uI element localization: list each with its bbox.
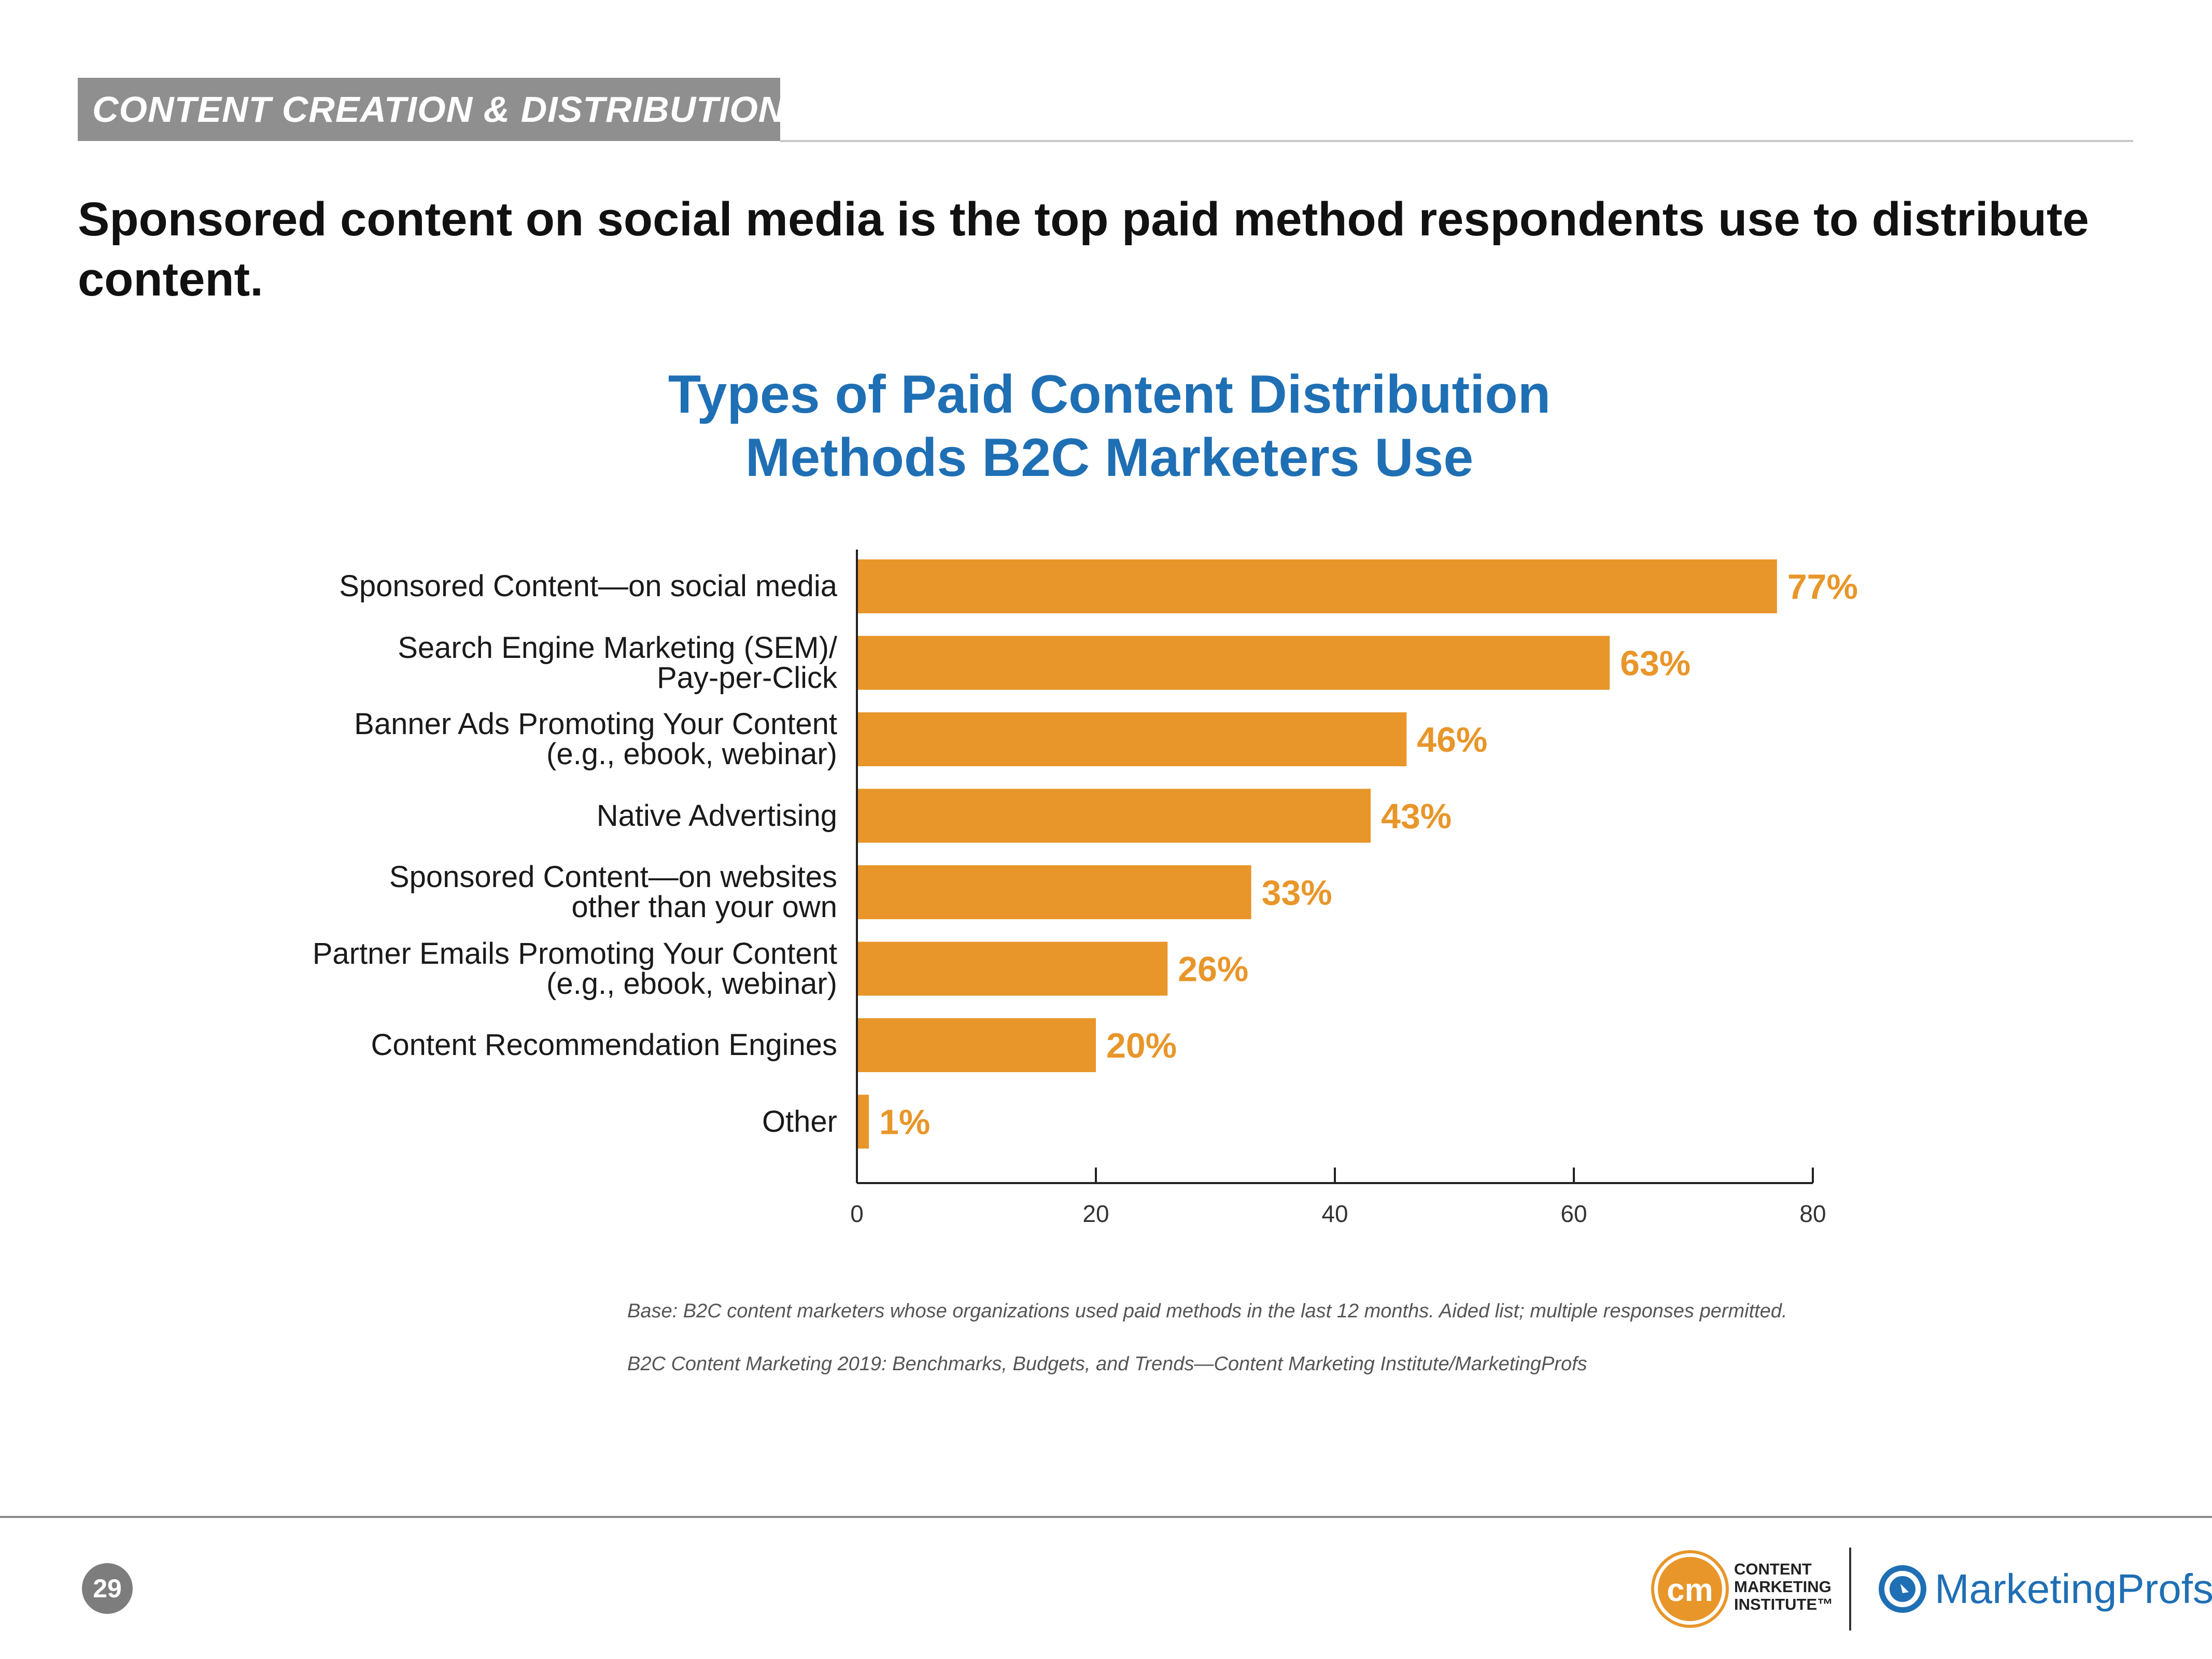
bar-value-label: 26% [1178, 950, 1248, 989]
source-note: B2C Content Marketing 2019: Benchmarks, … [627, 1353, 1587, 1375]
bar [858, 789, 1371, 843]
category-label: Sponsored Content—on social media [339, 569, 837, 603]
bar [858, 941, 1168, 996]
x-tick-label: 80 [1799, 1200, 1826, 1227]
bar [858, 1094, 869, 1149]
cmi-logo-text: CONTENT MARKETING INSTITUTE™ [1734, 1560, 1834, 1613]
cmi-logo-mark: cm [1667, 1572, 1713, 1608]
bar [858, 865, 1251, 919]
bar-value-label: 1% [879, 1103, 930, 1142]
footer-divider [0, 1516, 2212, 1518]
bar-value-label: 20% [1106, 1026, 1177, 1065]
category-label: Native Advertising [596, 798, 837, 833]
bar [858, 636, 1610, 690]
top-divider [780, 140, 2133, 142]
bar [858, 1018, 1096, 1072]
section-tag: CONTENT CREATION & DISTRIBUTION [78, 78, 780, 141]
logo-divider [1849, 1548, 1851, 1630]
bar [858, 712, 1407, 766]
x-tick-label: 20 [1082, 1200, 1109, 1227]
bar-chart: 0 20 40 60 80 77% 63% 46% 43% 33% 26%20% 1% [850, 550, 1858, 1227]
category-label: Banner Ads Promoting Your Content (e.g.,… [354, 707, 837, 771]
bar-value-label: 63% [1620, 644, 1690, 683]
page-number: 29 [82, 1563, 133, 1614]
cmi-logo-icon: cm [1651, 1550, 1729, 1628]
bar [858, 559, 1777, 613]
category-label: Partner Emails Promoting Your Content (e… [312, 936, 837, 1001]
bar-value-label: 33% [1262, 873, 1332, 912]
marketingprofs-logo-text: MarketingProfs [1935, 1566, 2212, 1612]
marketingprofs-logo-icon [1879, 1565, 1926, 1613]
category-label: Content Recommendation Engines [371, 1028, 837, 1062]
bar-value-label: 77% [1787, 567, 1858, 607]
x-tick-label: 0 [850, 1200, 864, 1227]
bar-value-label: 46% [1417, 720, 1487, 760]
category-label: Sponsored Content—on websites other than… [389, 860, 837, 924]
chart-title: Types of Paid Content Distribution Metho… [668, 364, 1551, 488]
page-headline: Sponsored content on social media is the… [78, 193, 2089, 306]
x-tick-label: 40 [1321, 1200, 1348, 1227]
bar-value-label: 43% [1381, 797, 1452, 836]
base-note: Base: B2C content marketers whose organi… [627, 1300, 1787, 1322]
category-label: Other [762, 1104, 837, 1138]
x-tick-label: 60 [1560, 1200, 1587, 1227]
category-label: Search Engine Marketing (SEM)/ Pay-per-C… [398, 630, 837, 695]
